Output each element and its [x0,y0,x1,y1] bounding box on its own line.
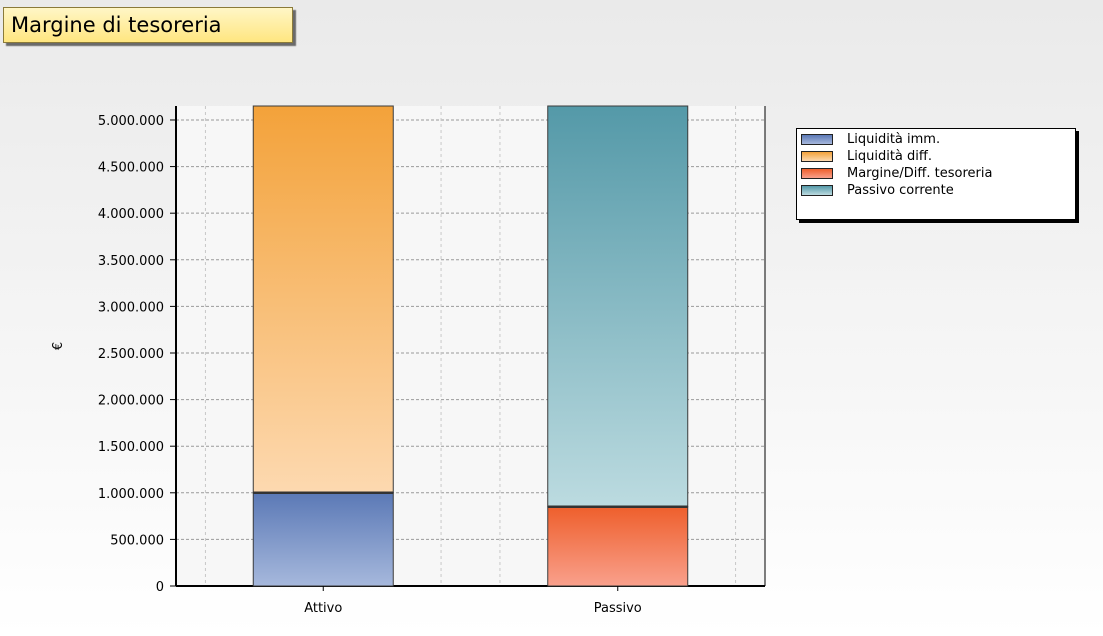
legend-swatch [801,168,833,179]
legend-item: Passivo corrente [801,182,1075,199]
chart-title-text: Margine di tesoreria [11,13,222,37]
bar-segment [547,506,689,587]
legend-swatch [801,185,833,196]
legend-label: Margine/Diff. tesoreria [847,166,993,181]
legend-item: Liquidità imm. [801,131,1075,148]
bar-segment [547,105,689,508]
y-tick-label: 3.500.000 [98,254,164,269]
y-axis-label: € [51,342,66,350]
chart-legend: Liquidità imm. Liquidità diff. Margine/Dif… [796,128,1076,220]
y-tick-label: 1.000.000 [98,487,164,502]
legend-swatch [801,151,833,162]
y-tick-label: 4.000.000 [98,207,164,222]
x-tick-label: Attivo [304,601,342,616]
legend-label: Liquidità diff. [847,149,932,164]
y-tick-label: 2.000.000 [98,394,164,409]
legend-item: Margine/Diff. tesoreria [801,165,1075,182]
y-tick-label: 4.500.000 [98,161,164,176]
x-tick-label: Passivo [594,601,642,616]
y-tick-label: 3.000.000 [98,300,164,315]
chart-title: Margine di tesoreria [3,7,293,43]
legend-swatch [801,134,833,145]
y-tick-label: 2.500.000 [98,347,164,362]
legend-label: Passivo corrente [847,183,954,198]
legend-item: Liquidità diff. [801,148,1075,165]
y-tick-label: 0 [156,580,164,595]
y-tick-label: 500.000 [110,533,164,548]
bar-segment [252,492,394,587]
y-tick-label: 5.000.000 [98,114,164,129]
legend-label: Liquidità imm. [847,132,941,147]
bar-segment [252,105,394,494]
y-tick-label: 1.500.000 [98,440,164,455]
